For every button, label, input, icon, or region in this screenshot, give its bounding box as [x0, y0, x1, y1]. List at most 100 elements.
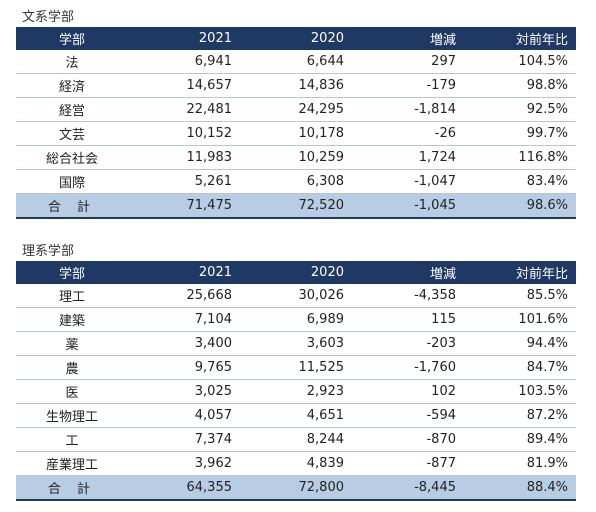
header-2020: 2020	[240, 261, 352, 284]
header-row: 学部 2021 2020 増減 対前年比	[16, 261, 576, 284]
table-row: 経済 14,657 14,836 -179 98.8%	[16, 73, 576, 98]
cell-2021: 3,962	[128, 451, 240, 476]
table-row: 建築 7,104 6,989 115 101.6%	[16, 307, 576, 332]
cell-2021: 3,025	[128, 379, 240, 404]
cell-2020: 4,651	[240, 403, 352, 428]
cell-faculty: 医	[16, 379, 128, 404]
header-faculty: 学部	[16, 261, 128, 284]
cell-change: -594	[352, 403, 464, 428]
cell-change: -179	[352, 73, 464, 98]
section-title-bunkei: 文系学部	[22, 10, 75, 25]
cell-2021: 7,104	[128, 307, 240, 332]
cell-change: 102	[352, 379, 464, 404]
cell-faculty: 法	[16, 49, 128, 74]
cell-faculty: 国際	[16, 169, 128, 194]
table-rikei: 学部 2021 2020 増減 対前年比 理工 25,668 30,026 -4…	[16, 261, 576, 501]
cell-faculty: 理工	[16, 283, 128, 308]
header-yoy-ratio: 対前年比	[464, 27, 576, 50]
cell-2021: 4,057	[128, 403, 240, 428]
cell-faculty: 総合社会	[16, 145, 128, 170]
cell-ratio: 99.7%	[464, 121, 576, 146]
cell-change: -1,047	[352, 169, 464, 194]
table-row: 医 3,025 2,923 102 103.5%	[16, 379, 576, 404]
cell-2021: 3,400	[128, 331, 240, 356]
cell-faculty: 建築	[16, 307, 128, 332]
cell-2021: 14,657	[128, 73, 240, 98]
cell-change: -870	[352, 427, 464, 452]
header-2021: 2021	[128, 27, 240, 50]
header-change: 増減	[352, 27, 464, 50]
table-header: 学部 2021 2020 増減 対前年比	[16, 27, 576, 50]
table-row: 理工 25,668 30,026 -4,358 85.5%	[16, 283, 576, 308]
table-header: 学部 2021 2020 増減 対前年比	[16, 261, 576, 284]
cell-2020: 2,923	[240, 379, 352, 404]
header-row: 学部 2021 2020 増減 対前年比	[16, 27, 576, 50]
cell-change: 297	[352, 49, 464, 74]
cell-faculty: 経済	[16, 73, 128, 98]
total-2021: 64,355	[128, 475, 240, 501]
table-row: 文芸 10,152 10,178 -26 99.7%	[16, 121, 576, 146]
cell-faculty: 工	[16, 427, 128, 452]
cell-ratio: 89.4%	[464, 427, 576, 452]
header-yoy-ratio: 対前年比	[464, 261, 576, 284]
total-2020: 72,800	[240, 475, 352, 501]
cell-change: -877	[352, 451, 464, 476]
cell-ratio: 116.8%	[464, 145, 576, 170]
cell-2020: 3,603	[240, 331, 352, 356]
cell-2020: 4,839	[240, 451, 352, 476]
cell-2021: 22,481	[128, 97, 240, 122]
cell-ratio: 94.4%	[464, 331, 576, 356]
total-change: -1,045	[352, 193, 464, 219]
total-2020: 72,520	[240, 193, 352, 219]
cell-faculty: 薬	[16, 331, 128, 356]
cell-2020: 10,259	[240, 145, 352, 170]
cell-ratio: 101.6%	[464, 307, 576, 332]
total-row: 合 計 71,475 72,520 -1,045 98.6%	[16, 193, 576, 219]
cell-change: -203	[352, 331, 464, 356]
cell-ratio: 83.4%	[464, 169, 576, 194]
cell-2021: 5,261	[128, 169, 240, 194]
total-label: 合 計	[16, 475, 128, 501]
cell-2021: 6,941	[128, 49, 240, 74]
cell-2020: 11,525	[240, 355, 352, 380]
cell-change: 115	[352, 307, 464, 332]
cell-ratio: 104.5%	[464, 49, 576, 74]
cell-faculty: 文芸	[16, 121, 128, 146]
cell-2020: 6,308	[240, 169, 352, 194]
header-2021: 2021	[128, 261, 240, 284]
cell-change: -1,760	[352, 355, 464, 380]
cell-faculty: 農	[16, 355, 128, 380]
cell-ratio: 98.8%	[464, 73, 576, 98]
cell-2020: 14,836	[240, 73, 352, 98]
cell-ratio: 87.2%	[464, 403, 576, 428]
table-row: 薬 3,400 3,603 -203 94.4%	[16, 331, 576, 356]
cell-ratio: 84.7%	[464, 355, 576, 380]
cell-2021: 7,374	[128, 427, 240, 452]
cell-change: -1,814	[352, 97, 464, 122]
table-row: 生物理工 4,057 4,651 -594 87.2%	[16, 403, 576, 428]
cell-2020: 6,989	[240, 307, 352, 332]
cell-ratio: 85.5%	[464, 283, 576, 308]
cell-change: 1,724	[352, 145, 464, 170]
cell-ratio: 103.5%	[464, 379, 576, 404]
cell-ratio: 92.5%	[464, 97, 576, 122]
total-change: -8,445	[352, 475, 464, 501]
cell-2021: 11,983	[128, 145, 240, 170]
header-2020: 2020	[240, 27, 352, 50]
total-ratio: 88.4%	[464, 475, 576, 501]
table-row: 国際 5,261 6,308 -1,047 83.4%	[16, 169, 576, 194]
cell-2021: 25,668	[128, 283, 240, 308]
cell-2021: 10,152	[128, 121, 240, 146]
cell-faculty: 生物理工	[16, 403, 128, 428]
cell-2020: 30,026	[240, 283, 352, 308]
cell-change: -4,358	[352, 283, 464, 308]
table-row: 工 7,374 8,244 -870 89.4%	[16, 427, 576, 452]
table-bunkei: 学部 2021 2020 増減 対前年比 法 6,941 6,644 297 1…	[16, 27, 576, 219]
cell-2020: 10,178	[240, 121, 352, 146]
table-row: 農 9,765 11,525 -1,760 84.7%	[16, 355, 576, 380]
table-row: 産業理工 3,962 4,839 -877 81.9%	[16, 451, 576, 476]
cell-2021: 9,765	[128, 355, 240, 380]
cell-2020: 24,295	[240, 97, 352, 122]
total-row: 合 計 64,355 72,800 -8,445 88.4%	[16, 475, 576, 501]
total-label: 合 計	[16, 193, 128, 219]
